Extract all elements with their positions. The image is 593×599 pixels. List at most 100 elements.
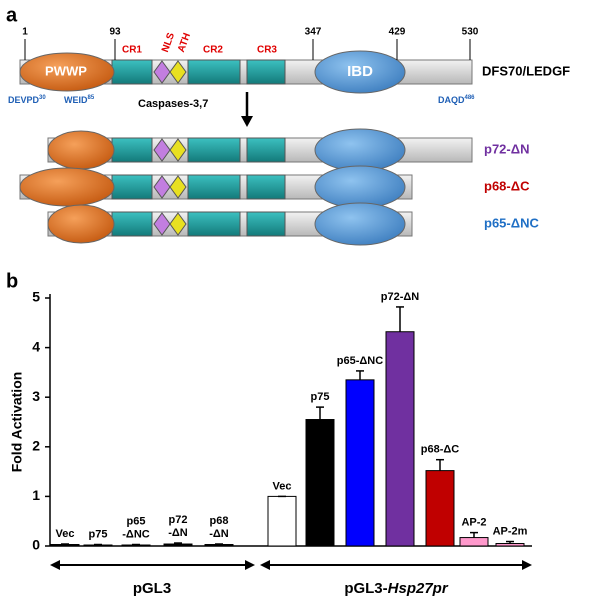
site-name: DAQD [438,95,465,105]
domain [187,137,241,163]
nls-diamond [153,212,171,236]
ath-diamond [169,60,187,84]
y-tick-label: 5 [32,289,40,305]
arrow-head [260,560,270,570]
bar-label: Vec [56,528,75,540]
domain [246,174,286,200]
protease-label: Caspases-3,7 [138,98,208,110]
nls-diamond [153,175,171,199]
domain-label: CR3 [257,45,277,56]
position-label: 530 [462,27,479,38]
y-tick-label: 1 [32,487,40,503]
domain [246,211,286,237]
domain-label: PWWP [45,63,87,78]
ath-diamond [169,212,187,236]
ath-diamond [169,138,187,162]
bar [345,379,375,547]
bar-label: p75 [311,391,330,403]
panel-letter: b [6,270,18,292]
domain [246,59,286,85]
bar-label: p72-ΔN [381,291,420,303]
y-tick-label: 0 [32,537,40,553]
cleavage-site: WEID85 [64,95,95,106]
y-tick-label: 4 [32,338,40,354]
panel-letter: a [6,4,18,26]
domain [111,211,153,237]
bar-label-line: p68 [210,515,229,527]
bar-label: p68 -ΔN [209,515,229,540]
domain [111,59,153,85]
bar [495,543,525,547]
pwwp-domain [19,167,115,207]
ath-diamond [169,175,187,199]
domain-label: NLS [160,31,177,54]
domain [111,174,153,200]
position-label: 347 [305,27,322,38]
protein-name: p68-ΔC [484,178,530,193]
bar [425,470,455,547]
ibd-domain [314,128,406,172]
domain [187,211,241,237]
bar-label-line: -ΔN [168,527,188,539]
bar-label: AP-2 [461,517,486,529]
arrow-head [241,116,253,127]
nls-diamond [153,60,171,84]
ibd-domain [314,50,406,94]
domain-label: CR1 [122,45,142,56]
site-position: 30 [39,95,46,101]
bar-label: p72-ΔN [168,514,188,539]
protein-name: p72-ΔN [484,141,529,156]
bar [385,331,415,547]
pwwp-domain [19,52,115,92]
site-position: 486 [465,95,476,101]
domain-label: IBD [347,63,373,80]
bar-label: p65-ΔNC [122,515,150,540]
bar-label: p65-ΔNC [337,355,383,367]
pwwp-domain [47,130,115,170]
ibd-domain [314,202,406,246]
position-label: 93 [109,27,121,38]
protein-name: DFS70/LEDGF [482,63,570,78]
bar-label: Vec [273,480,292,492]
domain-label: ATH [176,32,193,54]
domain-label: CR2 [203,45,223,56]
y-tick-label: 3 [32,388,40,404]
bar [305,419,335,547]
y-axis-label: Fold Activation [9,372,25,473]
group-label-part: Hsp27pr [388,580,449,597]
position-label: 1 [22,27,28,38]
group-label-part: pGL3- [344,580,387,597]
bar-label-line: -ΔNC [122,528,150,540]
nls-diamond [153,138,171,162]
protein-name: p65-ΔNC [484,215,539,230]
domain [187,174,241,200]
site-position: 85 [88,95,95,101]
bar-label: p68-ΔC [421,444,460,456]
position-label: 429 [389,27,406,38]
site-name: DEVPD [8,95,40,105]
cleavage-site: DAQD486 [438,95,475,106]
arrow-head [522,560,532,570]
bar-label: AP-2m [493,525,528,537]
ibd-domain [314,165,406,209]
group-label: pGL3 [133,580,171,597]
domain [111,137,153,163]
arrow-head [50,560,60,570]
domain [187,59,241,85]
bar [267,495,297,547]
domain [246,137,286,163]
group-label: pGL3-Hsp27pr [344,580,449,597]
bar [163,543,193,547]
pwwp-domain [47,204,115,244]
bar-label-line: p72 [169,514,188,526]
site-name: WEID [64,95,88,105]
bar-label-line: p65 [127,515,146,527]
bar-label: p75 [89,528,108,540]
bar-label-line: -ΔN [209,528,229,540]
y-tick-label: 2 [32,438,40,454]
arrow-head [245,560,255,570]
cleavage-site: DEVPD30 [8,95,46,106]
